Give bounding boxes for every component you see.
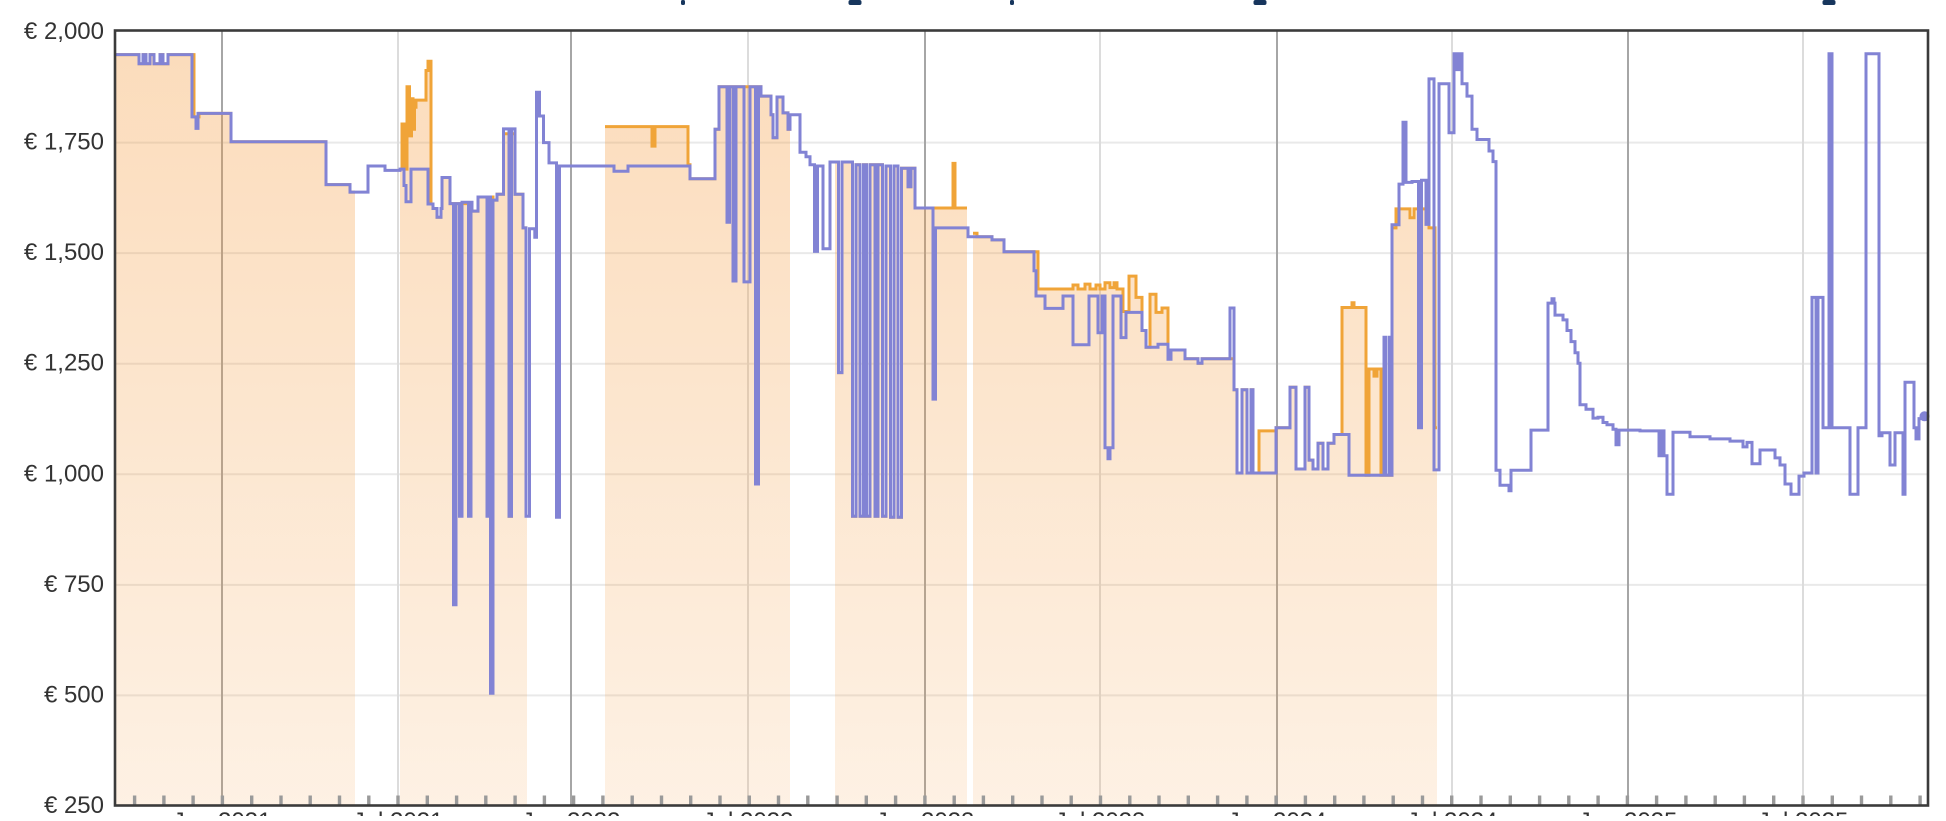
svg-text:€ 750: € 750	[44, 571, 104, 598]
svg-text:€ 250: € 250	[44, 792, 104, 816]
svg-text:€ 500: € 500	[44, 681, 104, 708]
svg-text:Jan 2024: Jan 2024	[1228, 808, 1327, 816]
svg-text:Jan 2022: Jan 2022	[522, 808, 621, 816]
svg-text:€ 1,750: € 1,750	[24, 129, 104, 156]
svg-text:Jul 2023: Jul 2023	[1055, 808, 1146, 816]
svg-text:Jul 2021: Jul 2021	[353, 808, 444, 816]
svg-text:Jan 2023: Jan 2023	[876, 808, 975, 816]
svg-text:€ 1,500: € 1,500	[24, 239, 104, 266]
svg-text:€ 1,250: € 1,250	[24, 350, 104, 377]
svg-text:Jan 2025: Jan 2025	[1579, 808, 1678, 816]
svg-text:€ 2,000: € 2,000	[24, 18, 104, 45]
svg-text:Jul 2024: Jul 2024	[1407, 808, 1498, 816]
svg-text:Jul 2025: Jul 2025	[1758, 808, 1849, 816]
svg-text:€ 1,000: € 1,000	[24, 460, 104, 487]
svg-text:Jul 2022: Jul 2022	[703, 808, 794, 816]
svg-text:Jan 2021: Jan 2021	[173, 808, 272, 816]
